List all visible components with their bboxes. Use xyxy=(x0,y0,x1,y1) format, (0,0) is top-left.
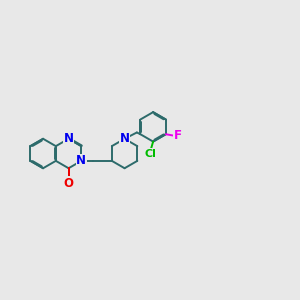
Text: Cl: Cl xyxy=(144,148,156,158)
Text: N: N xyxy=(64,132,74,145)
Text: O: O xyxy=(64,177,74,190)
Text: N: N xyxy=(120,132,130,145)
Text: F: F xyxy=(174,130,182,142)
Text: N: N xyxy=(76,154,86,167)
